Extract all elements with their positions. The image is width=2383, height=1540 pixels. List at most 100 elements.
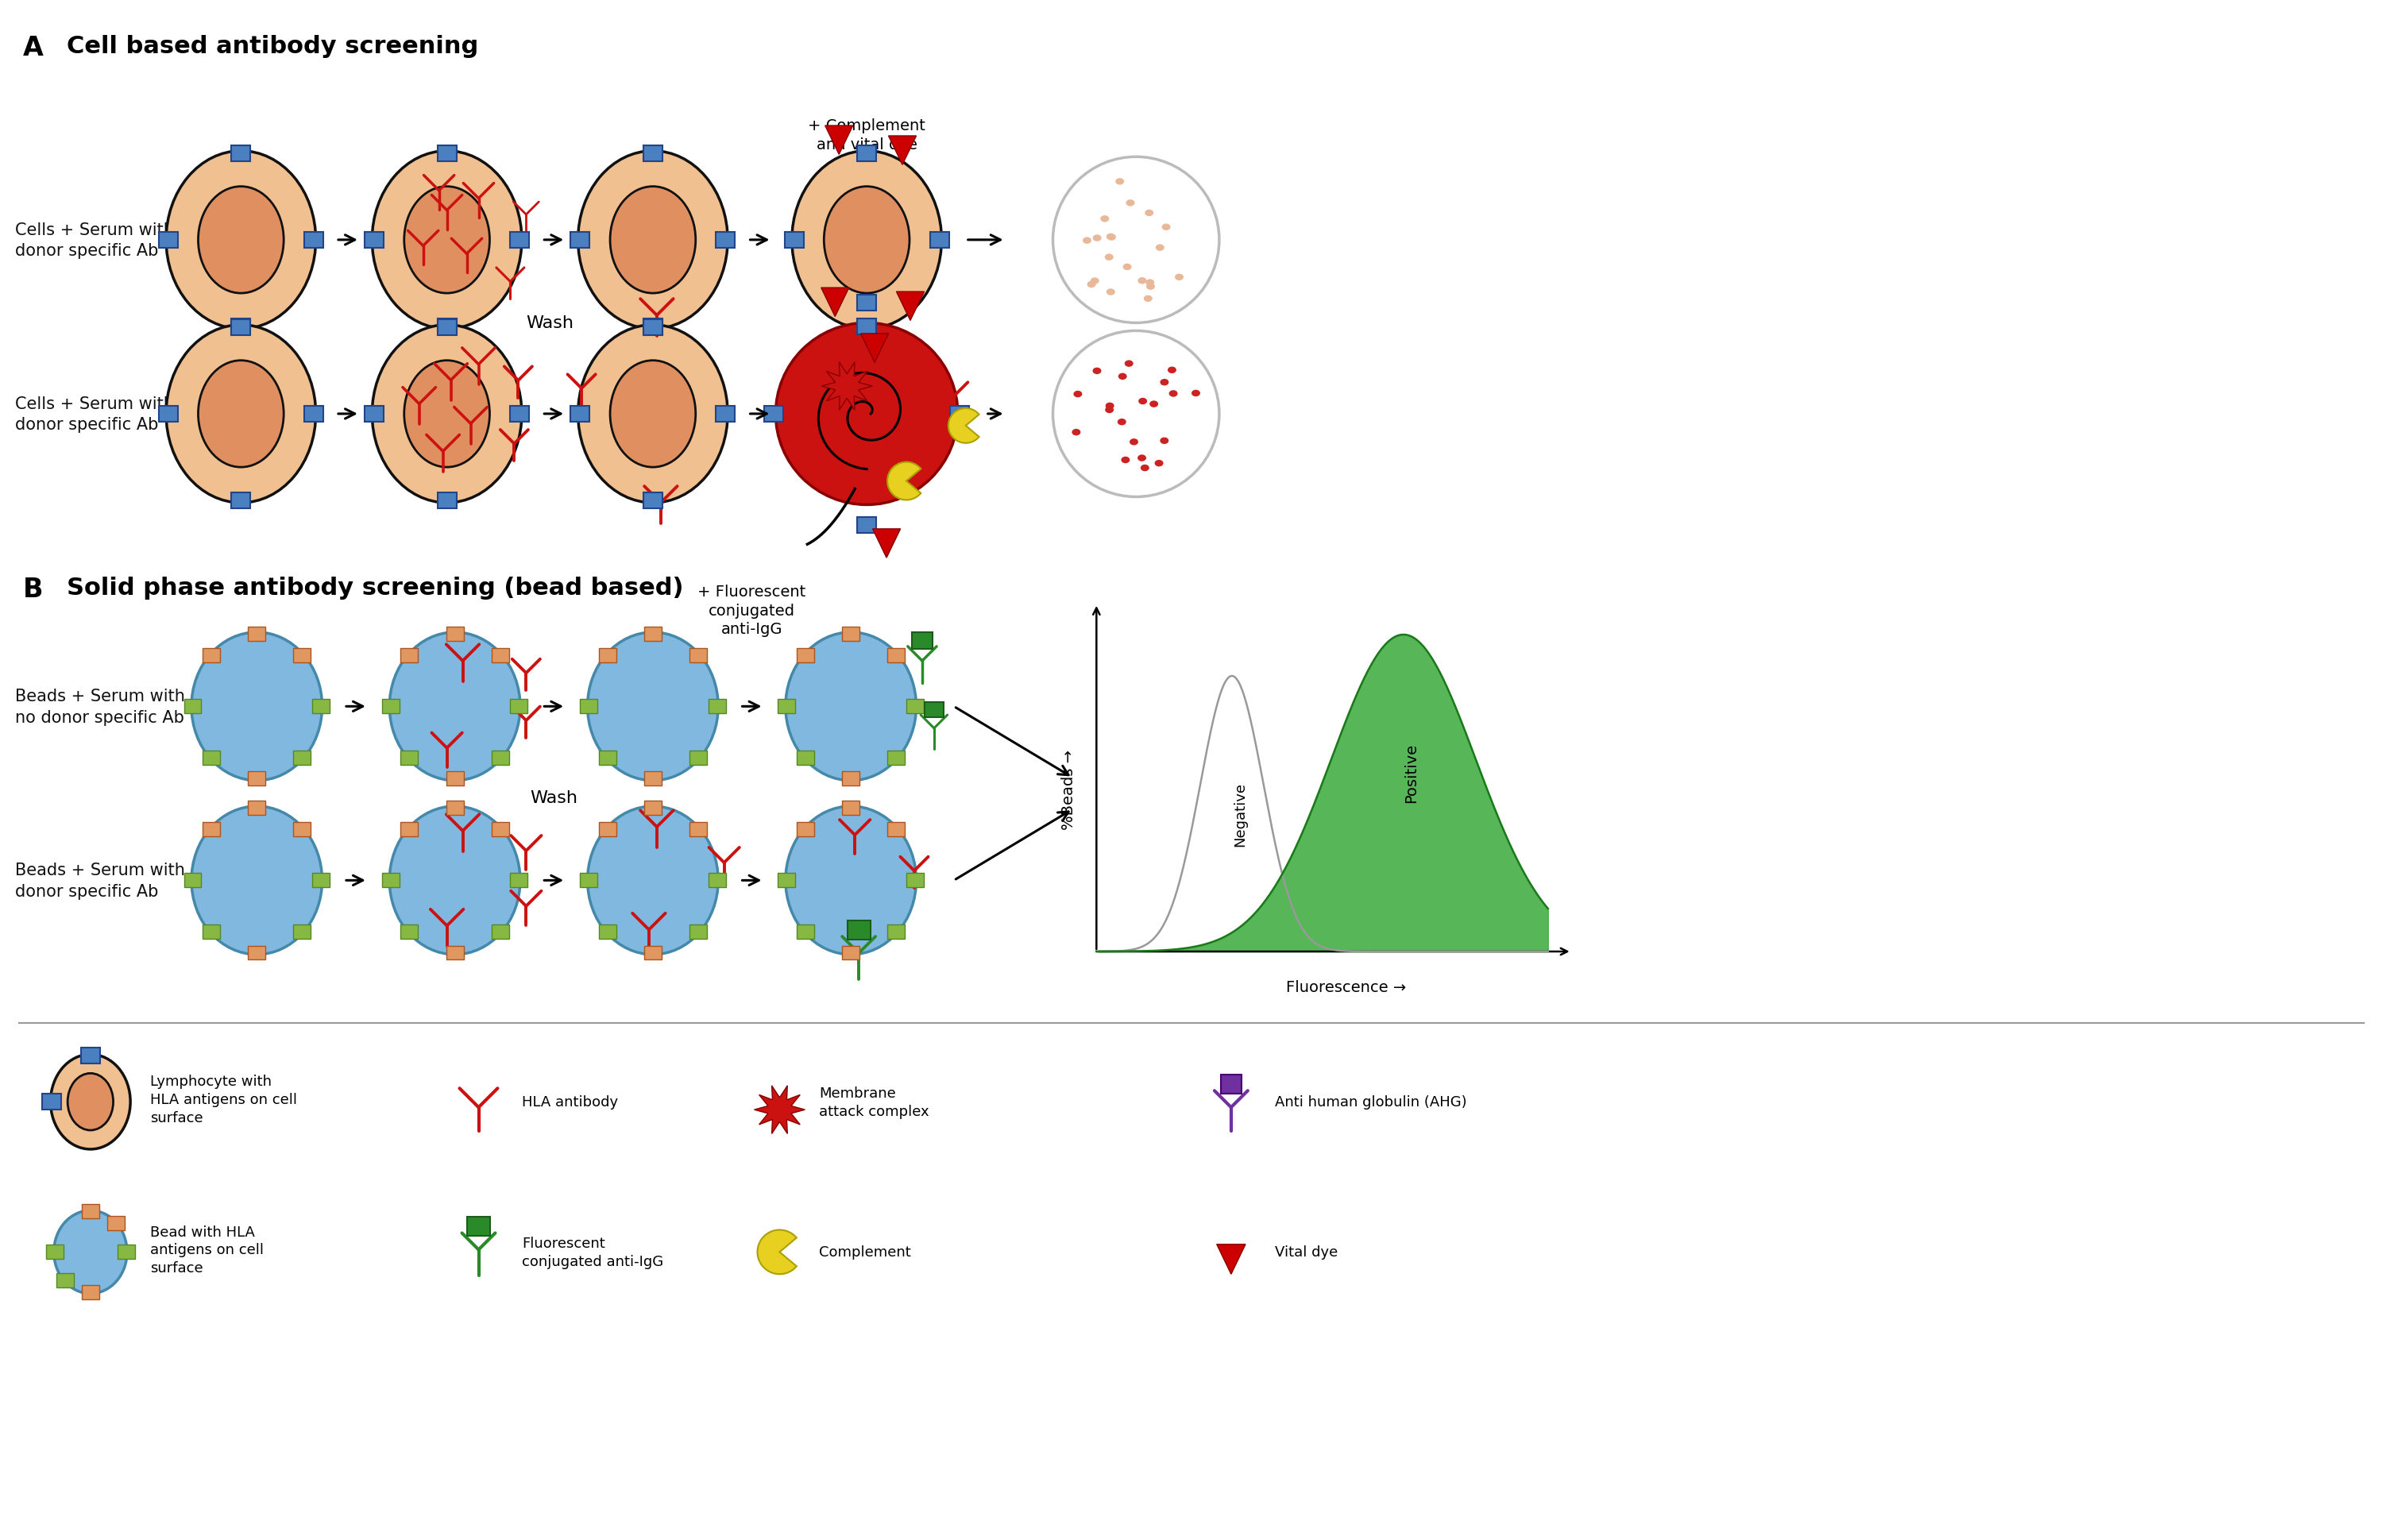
Ellipse shape [388,633,519,781]
Ellipse shape [198,186,284,294]
FancyBboxPatch shape [400,752,417,765]
FancyBboxPatch shape [117,1244,136,1260]
Ellipse shape [1091,279,1099,285]
Ellipse shape [1115,179,1125,185]
Ellipse shape [1156,460,1163,467]
FancyBboxPatch shape [689,648,708,662]
Polygon shape [872,530,901,557]
FancyBboxPatch shape [598,752,617,765]
FancyBboxPatch shape [570,407,589,422]
FancyBboxPatch shape [400,924,417,939]
Ellipse shape [1144,209,1153,217]
Ellipse shape [1144,296,1153,302]
Text: Vital dye: Vital dye [1275,1244,1337,1260]
FancyBboxPatch shape [643,801,662,816]
Polygon shape [755,1086,805,1133]
Ellipse shape [191,633,322,781]
Ellipse shape [55,1210,126,1294]
Ellipse shape [372,325,522,504]
FancyBboxPatch shape [570,233,589,248]
FancyBboxPatch shape [467,1217,491,1237]
FancyBboxPatch shape [858,146,877,162]
Wedge shape [948,408,979,444]
Text: Positive: Positive [1404,742,1418,802]
FancyBboxPatch shape [43,1093,62,1110]
Text: Beads + Serum with
no donor specific Ab: Beads + Serum with no donor specific Ab [14,688,186,725]
Ellipse shape [1161,379,1168,387]
Polygon shape [822,288,848,317]
Text: B: B [24,576,43,602]
FancyBboxPatch shape [160,233,179,248]
Ellipse shape [1106,254,1113,262]
Ellipse shape [1156,245,1165,251]
Ellipse shape [1106,234,1115,240]
Ellipse shape [1139,399,1146,405]
Polygon shape [822,362,872,411]
FancyBboxPatch shape [446,946,465,959]
FancyBboxPatch shape [57,1274,74,1287]
FancyBboxPatch shape [796,822,815,836]
Wedge shape [758,1230,796,1274]
FancyBboxPatch shape [841,772,860,787]
FancyBboxPatch shape [689,924,708,939]
FancyBboxPatch shape [598,648,617,662]
Polygon shape [1218,1244,1246,1274]
Text: Membrane
attack complex: Membrane attack complex [820,1086,929,1118]
Ellipse shape [1120,457,1130,464]
FancyBboxPatch shape [183,699,200,715]
Ellipse shape [1163,225,1170,231]
Ellipse shape [1108,234,1115,242]
FancyBboxPatch shape [81,1286,100,1300]
Polygon shape [896,293,925,320]
Ellipse shape [388,807,519,955]
Text: Lymphocyte with
HLA antigens on cell
surface: Lymphocyte with HLA antigens on cell sur… [150,1075,298,1124]
FancyBboxPatch shape [796,924,815,939]
Ellipse shape [1072,391,1082,397]
FancyBboxPatch shape [510,873,527,887]
Ellipse shape [610,360,696,468]
FancyBboxPatch shape [858,319,877,336]
FancyBboxPatch shape [365,233,384,248]
FancyBboxPatch shape [45,1244,64,1260]
FancyBboxPatch shape [913,633,932,650]
FancyBboxPatch shape [510,407,529,422]
FancyBboxPatch shape [886,648,906,662]
FancyBboxPatch shape [689,822,708,836]
Ellipse shape [579,151,727,330]
FancyBboxPatch shape [293,648,310,662]
Ellipse shape [1141,465,1149,471]
Text: Bead with HLA
antigens on cell
surface: Bead with HLA antigens on cell surface [150,1224,265,1275]
FancyBboxPatch shape [248,801,265,816]
Ellipse shape [1170,391,1177,397]
FancyBboxPatch shape [293,924,310,939]
Polygon shape [889,137,917,165]
FancyBboxPatch shape [598,822,617,836]
FancyBboxPatch shape [293,752,310,765]
Ellipse shape [1106,403,1115,410]
Polygon shape [825,126,853,156]
FancyBboxPatch shape [510,699,527,715]
FancyBboxPatch shape [203,648,219,662]
FancyBboxPatch shape [491,752,510,765]
Text: Cell based antibody screening: Cell based antibody screening [67,35,479,59]
Ellipse shape [1087,282,1096,288]
FancyBboxPatch shape [848,921,870,939]
Circle shape [1053,331,1220,497]
FancyBboxPatch shape [643,627,662,642]
FancyBboxPatch shape [841,627,860,642]
FancyBboxPatch shape [400,822,417,836]
FancyBboxPatch shape [203,924,219,939]
Ellipse shape [372,151,522,330]
FancyBboxPatch shape [107,1217,124,1230]
Text: Complement: Complement [820,1244,910,1260]
FancyBboxPatch shape [579,873,598,887]
FancyBboxPatch shape [708,873,727,887]
Ellipse shape [67,1073,114,1130]
FancyBboxPatch shape [598,924,617,939]
Circle shape [774,323,958,505]
FancyBboxPatch shape [579,699,598,715]
Text: + Fluorescent
conjugated
anti-IgG: + Fluorescent conjugated anti-IgG [698,584,805,636]
Ellipse shape [1118,374,1127,380]
Text: A: A [24,35,43,62]
FancyBboxPatch shape [203,752,219,765]
